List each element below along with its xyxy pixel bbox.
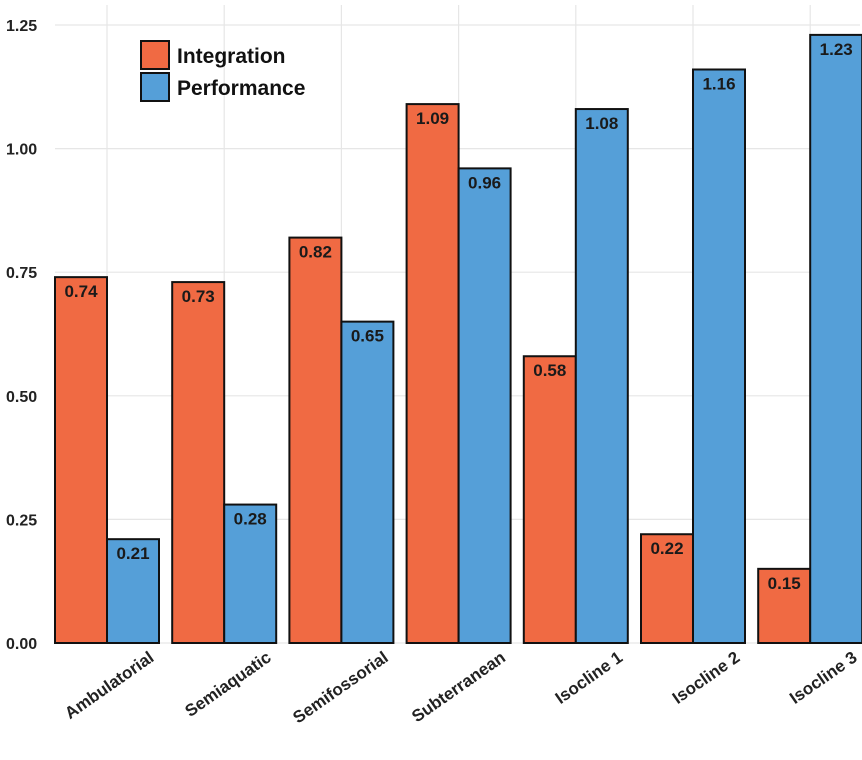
value-label-integration: 0.22 xyxy=(650,539,683,558)
bar-performance xyxy=(457,167,512,644)
value-label-performance: 1.16 xyxy=(702,74,735,93)
value-labels-layer: 0.74 0.73 0.82 1.09 0.58 0.22 0.15 0.21 0.28 0.65… xyxy=(64,40,852,593)
x-tick-label: Isocline 1 xyxy=(552,648,626,708)
y-tick-label: 0.00 xyxy=(6,636,37,653)
y-tick-label: 1.00 xyxy=(6,142,37,159)
value-label-performance: 0.28 xyxy=(234,510,267,529)
bar-integration xyxy=(757,567,812,645)
bar-performance xyxy=(574,108,629,645)
value-label-integration: 0.73 xyxy=(182,287,215,306)
bar-performance xyxy=(692,68,746,645)
value-label-integration: 1.09 xyxy=(416,109,449,128)
y-tick-label: 0.50 xyxy=(6,389,37,406)
legend: Integration Performance xyxy=(140,40,305,102)
value-label-integration: 0.82 xyxy=(299,243,332,262)
x-tick-label: Semiaquatic xyxy=(182,648,275,721)
bar-integration xyxy=(171,281,226,644)
legend-label-performance: Performance xyxy=(177,77,305,100)
value-label-integration: 0.74 xyxy=(64,282,98,301)
bar-integration xyxy=(288,236,343,644)
bar-performance xyxy=(223,503,278,644)
y-tick-label: 1.25 xyxy=(6,18,37,35)
bar-performance xyxy=(809,33,862,644)
legend-label-integration: Integration xyxy=(177,45,286,68)
value-label-integration: 0.58 xyxy=(533,361,566,380)
value-label-integration: 0.15 xyxy=(768,574,801,593)
bar-integration xyxy=(522,355,577,644)
x-tick-label: Semifossorial xyxy=(289,648,391,728)
value-label-performance: 0.21 xyxy=(116,544,149,563)
y-tick-label: 0.75 xyxy=(6,265,37,282)
x-tick-label: Ambulatorial xyxy=(61,648,157,723)
legend-swatch-integration xyxy=(140,40,170,70)
x-tick-label: Isocline 2 xyxy=(669,648,743,708)
x-tick-label: Subterranean xyxy=(408,648,509,726)
legend-swatch-performance xyxy=(140,72,170,102)
bars-layer xyxy=(54,33,862,645)
y-axis: 0.00 0.25 0.50 0.75 1.00 1.25 xyxy=(6,18,37,653)
x-tick-label: Isocline 3 xyxy=(786,648,860,708)
value-label-performance: 1.23 xyxy=(820,40,853,59)
bar-integration xyxy=(54,276,108,644)
x-axis: Ambulatorial Semiaquatic Semifossorial Subt… xyxy=(61,648,860,728)
value-label-performance: 0.96 xyxy=(468,173,501,192)
bar-performance xyxy=(340,320,395,644)
value-label-performance: 1.08 xyxy=(585,114,618,133)
bar-integration xyxy=(405,103,460,644)
bar-performance xyxy=(106,538,160,645)
y-tick-label: 0.25 xyxy=(6,512,37,529)
value-label-performance: 0.65 xyxy=(351,327,384,346)
